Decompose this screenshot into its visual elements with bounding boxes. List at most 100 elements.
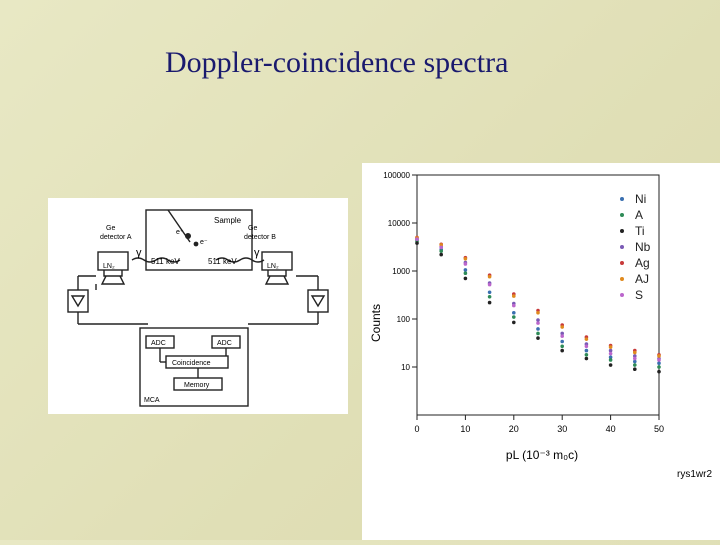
data-point [608,351,613,356]
energy-left-label: 511 keV [151,257,180,266]
data-point [536,321,540,325]
legend-entry: S [635,288,643,302]
data-point [439,249,443,253]
legend-marker [620,213,624,217]
electron-label: e⁻ [200,239,208,246]
data-point [463,256,468,261]
dewar-b [264,270,290,285]
y-tick-label: 1000 [392,267,410,276]
detector-a-label-line2: detector A [100,234,132,241]
data-point [415,237,419,241]
x-tick-label: 10 [460,424,470,434]
data-point [536,318,540,322]
detector-a-label-line1: Ge [106,225,115,232]
data-point [633,354,637,358]
data-point [633,363,637,367]
positron-label: e⁺ [176,229,184,236]
data-point [536,336,540,340]
data-point [487,274,492,279]
data-point [536,327,540,331]
data-point [487,282,492,287]
data-point [608,348,613,353]
data-point [487,295,492,299]
data-point [657,354,661,358]
data-point [560,339,564,344]
data-point [584,344,589,349]
data-point [560,348,564,353]
data-point [463,271,468,275]
x-tick-label: 30 [557,424,567,434]
adc-right-label: ADC [217,340,232,347]
data-point [415,241,419,245]
amplifier-a [67,289,89,313]
coincidence-label: Coincidence [172,360,211,367]
data-point [608,355,613,360]
dewar-a [100,270,126,285]
data-point [608,345,613,349]
gamma-right-label: γ [254,247,260,259]
legend-marker [620,197,624,201]
y-axis-label: Counts [369,304,383,342]
data-point [608,358,613,362]
energy-right-label: 511 keV [208,257,237,266]
gamma-left-label: γ [136,247,142,259]
legend-marker [620,277,624,281]
legend-entry: A [635,208,643,222]
legend-entry: AJ [635,272,649,286]
y-tick-label: 10 [401,363,410,372]
data-point [512,310,516,315]
data-point [512,320,516,325]
ln2-b-label: LN₂ [267,263,279,270]
data-point [512,294,516,298]
series-nb [415,236,661,361]
setup-diagram: Sample Ge detector A Ge detector B LN₂ L… [67,209,329,407]
data-point [439,243,443,247]
data-point [584,356,589,361]
x-tick-label: 20 [509,424,519,434]
data-point [536,310,540,315]
sample-chamber [145,209,253,271]
y-tick-label: 100 [397,315,411,324]
data-point [633,367,637,371]
spectra-chart-panel: 0 10 20 30 40 50 100000 10000 1000 100 10 Ni A Ti Nb A… [362,163,720,540]
legend-marker [620,229,624,233]
gamma-ray-left [131,257,181,263]
mca-label: MCA [144,397,160,404]
figure-code: rys1wr2 [677,469,712,480]
data-point [463,262,468,266]
data-point [560,334,564,338]
data-point [487,290,492,295]
x-axis-label: pL (10⁻³ m₀c) [506,448,578,462]
sample-label: Sample [214,216,242,225]
data-point [560,331,564,336]
slide-title: Doppler-coincidence spectra [165,46,509,79]
data-point [512,303,516,308]
legend-entry: Ti [635,224,645,238]
detector-a [97,251,129,271]
legend-entry: Nb [635,240,651,254]
spectra-chart: 0 10 20 30 40 50 100000 10000 1000 100 10 Ni A Ti Nb A… [369,171,712,480]
data-point [584,348,589,353]
data-point [560,325,564,329]
gamma-ray-right [215,257,265,263]
data-point [439,252,443,257]
x-tick-label: 40 [606,424,616,434]
y-tick-label: 100000 [383,171,410,180]
data-point [657,365,661,369]
data-point [657,358,661,362]
data-point [657,369,661,374]
data-point [633,350,637,355]
legend-marker [620,261,624,265]
legend-entry: Ag [635,256,650,270]
series-ti [415,241,661,374]
series-a [415,239,661,369]
x-tick-label: 0 [414,424,419,434]
data-point [536,331,540,336]
data-point [608,363,613,367]
data-point [463,268,468,272]
plot-frame [416,174,660,416]
memory-label: Memory [184,382,210,389]
adc-left-label: ADC [151,340,166,347]
mca-box [139,327,249,407]
x-tick-label: 50 [654,424,664,434]
